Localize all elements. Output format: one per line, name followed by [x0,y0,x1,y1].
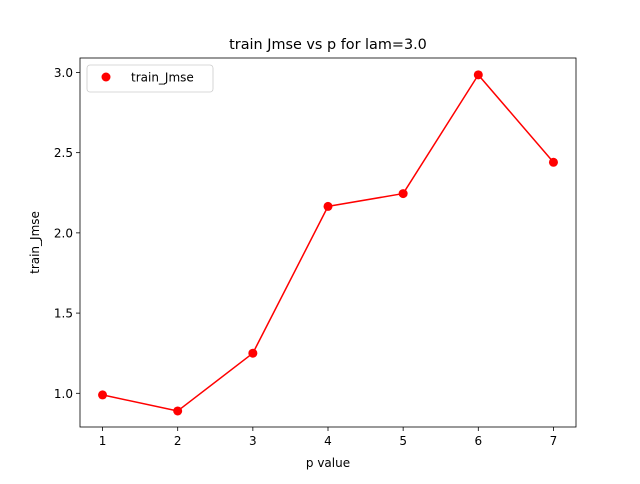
data-point [473,70,483,80]
x-tick-label: 4 [324,434,332,448]
x-tick-label: 7 [550,434,558,448]
data-point [98,390,108,400]
chart-title: train Jmse vs p for lam=3.0 [229,37,427,53]
plot-area [80,58,576,427]
y-axis-label: train_Jmse [28,211,42,274]
legend-label: train_Jmse [131,71,194,85]
y-tick-label: 3.0 [54,66,73,80]
legend-box [86,64,214,93]
x-tick-label: 5 [399,434,407,448]
legend: train_Jmse [86,64,214,93]
x-tick-label: 1 [99,434,107,448]
x-axis: 1 2 3 4 5 6 7 [99,427,558,448]
data-point [548,157,558,167]
y-tick-label: 2.5 [54,146,73,160]
data-point [173,406,183,416]
x-tick-label: 3 [249,434,257,448]
y-tick-label: 1.0 [54,387,73,401]
y-axis: 1.0 1.5 2.0 2.5 3.0 [54,66,80,401]
y-tick-label: 2.0 [54,226,73,240]
x-axis-label: p value [306,456,350,470]
legend-marker [101,72,111,82]
data-point [248,348,258,358]
x-tick-label: 6 [474,434,482,448]
data-point [323,201,333,211]
x-tick-label: 2 [174,434,182,448]
data-point [398,189,408,199]
plot-marks [98,70,558,416]
y-tick-label: 1.5 [54,307,73,321]
